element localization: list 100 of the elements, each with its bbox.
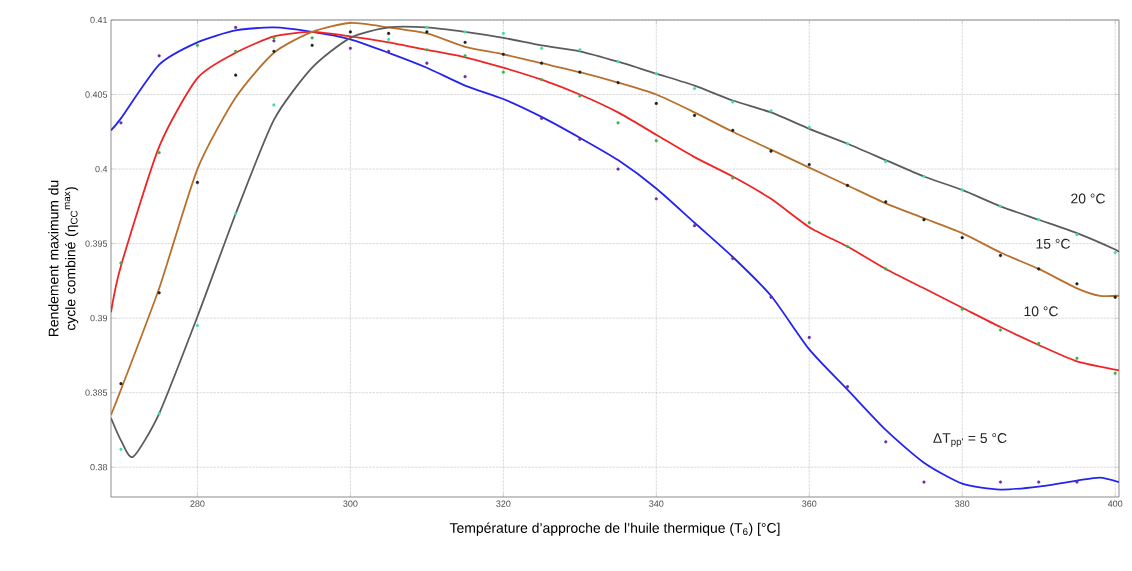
point bbox=[425, 25, 429, 30]
point bbox=[578, 137, 582, 141]
point bbox=[387, 31, 391, 36]
point bbox=[769, 295, 773, 299]
y-tick-label: 0.395 bbox=[85, 240, 108, 247]
point bbox=[845, 244, 850, 249]
point bbox=[463, 54, 467, 58]
point bbox=[884, 440, 888, 444]
point bbox=[387, 37, 391, 41]
point bbox=[119, 261, 123, 265]
point bbox=[884, 267, 888, 271]
point bbox=[310, 36, 314, 40]
point bbox=[884, 200, 888, 204]
point bbox=[425, 30, 429, 34]
point bbox=[807, 163, 811, 167]
point bbox=[731, 128, 735, 132]
y-tick-label: 0.38 bbox=[90, 464, 108, 471]
point bbox=[731, 256, 735, 261]
x-tick-label: 400 bbox=[1107, 500, 1123, 507]
point bbox=[501, 70, 505, 74]
y-tick-label: 0.39 bbox=[90, 314, 108, 322]
point bbox=[501, 52, 505, 56]
y-tick-label: 0.405 bbox=[85, 91, 108, 98]
point bbox=[616, 121, 620, 125]
point bbox=[234, 212, 238, 216]
y-tick-label: 0.41 bbox=[90, 16, 108, 24]
point bbox=[1113, 295, 1117, 299]
annotation: ΔT$_{pp'}$ = 5 °C bbox=[933, 433, 1007, 448]
point bbox=[1075, 282, 1079, 286]
point bbox=[922, 174, 926, 179]
point bbox=[616, 60, 620, 64]
point bbox=[960, 307, 964, 311]
point bbox=[998, 204, 1003, 208]
point bbox=[998, 328, 1003, 332]
point bbox=[845, 385, 850, 389]
point bbox=[157, 151, 161, 155]
point bbox=[845, 183, 850, 188]
x-axis-title: Température d’approche de l’huile thermique (T$_{6}$) [°C] bbox=[449, 522, 780, 536]
point bbox=[272, 49, 276, 53]
x-tick-label: 360 bbox=[802, 500, 817, 507]
annotation: 20 °C bbox=[1071, 193, 1105, 204]
y-tick-label: 0.385 bbox=[85, 389, 108, 396]
point bbox=[731, 100, 735, 104]
point bbox=[616, 81, 620, 85]
point bbox=[654, 72, 658, 76]
point bbox=[1075, 356, 1079, 360]
point bbox=[157, 54, 161, 58]
point bbox=[731, 176, 735, 180]
point bbox=[272, 103, 276, 107]
point bbox=[348, 30, 352, 34]
point bbox=[234, 25, 238, 30]
point bbox=[807, 221, 811, 225]
point bbox=[195, 323, 200, 328]
point bbox=[539, 46, 544, 50]
point bbox=[539, 78, 544, 82]
point bbox=[922, 218, 926, 222]
point bbox=[387, 49, 391, 53]
point bbox=[654, 139, 658, 143]
point bbox=[463, 75, 467, 79]
point bbox=[960, 236, 964, 240]
point bbox=[119, 382, 123, 386]
point bbox=[119, 121, 123, 125]
point bbox=[539, 61, 544, 65]
point bbox=[1075, 233, 1079, 237]
point bbox=[692, 113, 697, 117]
point bbox=[539, 116, 544, 120]
point bbox=[234, 73, 238, 77]
point bbox=[1113, 250, 1117, 255]
point bbox=[348, 46, 352, 50]
point bbox=[922, 480, 926, 484]
point bbox=[234, 49, 238, 53]
point bbox=[1037, 218, 1041, 222]
x-tick-label: 340 bbox=[649, 500, 664, 507]
point bbox=[578, 94, 582, 98]
point bbox=[501, 31, 505, 36]
point bbox=[960, 188, 964, 192]
point bbox=[884, 160, 888, 164]
point bbox=[463, 30, 467, 34]
point bbox=[425, 48, 429, 52]
point bbox=[1075, 480, 1079, 484]
point bbox=[845, 142, 850, 146]
point bbox=[1037, 480, 1041, 484]
point bbox=[1037, 341, 1041, 346]
point bbox=[578, 48, 582, 52]
point bbox=[157, 291, 161, 295]
x-tick-label: 300 bbox=[343, 500, 358, 507]
point bbox=[195, 43, 200, 47]
point bbox=[616, 167, 620, 171]
point bbox=[692, 86, 697, 91]
point bbox=[1037, 267, 1041, 271]
x-tick-label: 380 bbox=[955, 500, 970, 507]
point bbox=[998, 253, 1003, 258]
point bbox=[654, 101, 658, 106]
point bbox=[463, 40, 467, 44]
point bbox=[998, 480, 1003, 484]
point bbox=[310, 43, 314, 47]
point bbox=[807, 335, 811, 340]
annotation: 10 °C bbox=[1024, 306, 1058, 317]
x-tick-label: 320 bbox=[496, 500, 511, 507]
point bbox=[578, 70, 582, 74]
